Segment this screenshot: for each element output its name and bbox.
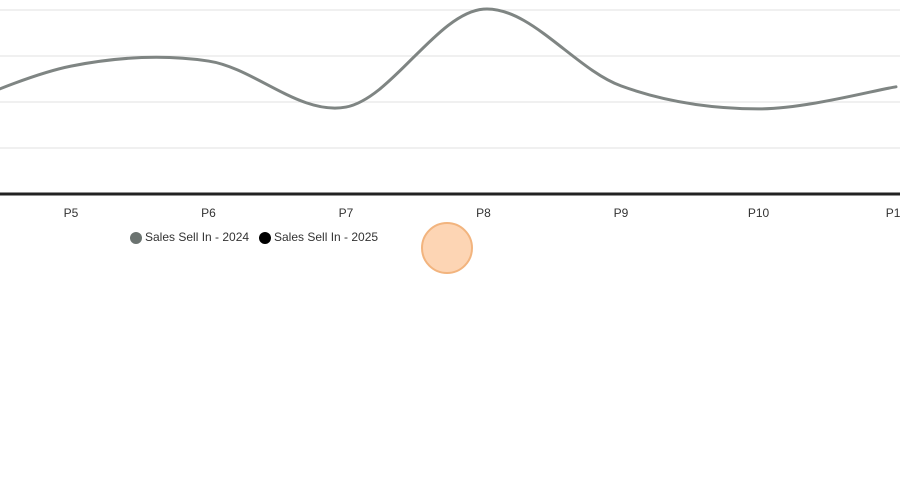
legend-label: Sales Sell In - 2025	[274, 230, 378, 244]
x-tick-label: P9	[614, 206, 629, 220]
legend: Sales Sell In - 2024 Sales Sell In - 2025	[130, 230, 378, 244]
legend-marker	[130, 232, 142, 244]
x-tick-label: P7	[339, 206, 354, 220]
x-tick-label: P10	[748, 206, 770, 220]
cursor-highlight	[421, 222, 473, 274]
x-tick-label: P8	[476, 206, 491, 220]
legend-label: Sales Sell In - 2024	[145, 230, 249, 244]
x-tick-label: P11	[886, 206, 900, 220]
x-tick-label: P5	[64, 206, 79, 220]
legend-marker	[259, 232, 271, 244]
x-tick-label: P6	[201, 206, 216, 220]
plot: P5 P6 P7 P8 P9 P10 P11	[0, 7, 900, 220]
series-line	[0, 7, 898, 111]
